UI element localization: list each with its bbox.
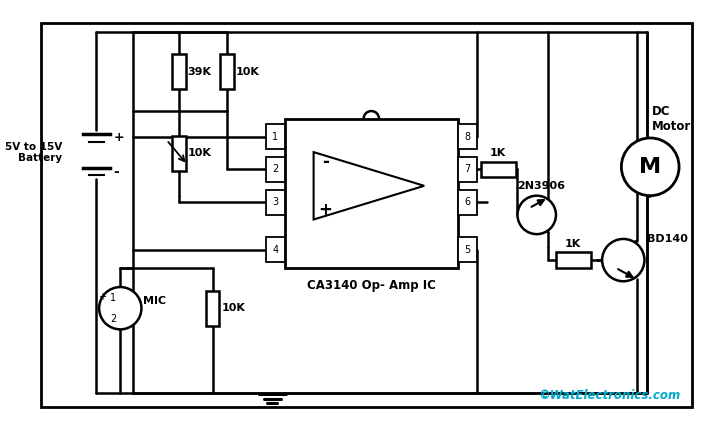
Text: DC
Motor: DC Motor: [652, 105, 691, 133]
Text: 10K: 10K: [236, 67, 260, 76]
Circle shape: [621, 138, 679, 196]
Bar: [265, 190, 285, 215]
Bar: [458, 190, 477, 215]
Bar: [458, 157, 477, 182]
Bar: [206, 291, 220, 326]
Text: 39K: 39K: [188, 67, 212, 76]
Text: +: +: [652, 140, 663, 153]
Bar: [458, 124, 477, 149]
Text: +: +: [98, 292, 106, 302]
Text: 1: 1: [110, 293, 116, 303]
Text: +: +: [114, 131, 124, 144]
Bar: [172, 136, 186, 171]
Text: 4: 4: [272, 245, 278, 255]
Bar: [172, 54, 186, 89]
Text: 5: 5: [465, 245, 471, 255]
Text: -: -: [652, 180, 658, 194]
Text: 8: 8: [465, 132, 470, 142]
Text: 3: 3: [272, 197, 278, 207]
Bar: [220, 54, 234, 89]
Text: 1K: 1K: [565, 238, 582, 249]
Text: +: +: [318, 201, 332, 219]
Text: 7: 7: [465, 164, 471, 174]
Text: M: M: [639, 157, 662, 177]
Text: 6: 6: [465, 197, 470, 207]
Circle shape: [517, 196, 556, 234]
Bar: [556, 252, 591, 268]
Bar: [265, 124, 285, 149]
Circle shape: [99, 287, 141, 329]
Bar: [265, 238, 285, 262]
Text: CA3140 Op- Amp IC: CA3140 Op- Amp IC: [307, 279, 436, 292]
Text: -: -: [114, 164, 119, 178]
Text: 5V to 15V
Battery: 5V to 15V Battery: [6, 142, 63, 163]
Text: BD140: BD140: [647, 234, 688, 244]
Text: 10K: 10K: [221, 303, 245, 313]
Text: 2: 2: [272, 164, 278, 174]
Bar: [285, 119, 458, 268]
Text: 10K: 10K: [188, 148, 212, 159]
Text: ©WatElectronics.com: ©WatElectronics.com: [539, 389, 681, 402]
Text: 1: 1: [272, 132, 278, 142]
Circle shape: [602, 239, 645, 281]
Text: 2N3906: 2N3906: [517, 181, 566, 191]
Bar: [265, 157, 285, 182]
Text: MIC: MIC: [143, 295, 167, 306]
Text: -: -: [322, 153, 328, 171]
Bar: [481, 162, 515, 177]
Text: 2: 2: [110, 314, 116, 324]
Text: 1K: 1K: [490, 148, 506, 158]
Bar: [458, 238, 477, 262]
